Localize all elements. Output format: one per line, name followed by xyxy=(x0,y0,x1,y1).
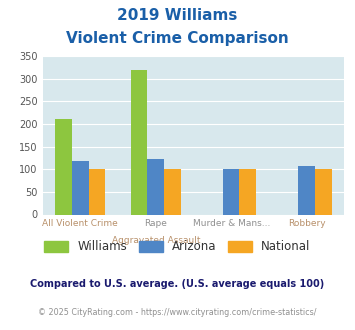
Text: Robbery: Robbery xyxy=(288,219,326,228)
Bar xyxy=(298,166,315,214)
Bar xyxy=(55,119,72,214)
Bar xyxy=(147,159,164,214)
Bar xyxy=(89,169,105,214)
Bar xyxy=(164,169,181,214)
Text: All Violent Crime: All Violent Crime xyxy=(43,219,118,228)
Text: Compared to U.S. average. (U.S. average equals 100): Compared to U.S. average. (U.S. average … xyxy=(31,279,324,289)
Text: Aggravated Assault: Aggravated Assault xyxy=(111,236,200,245)
Text: Rape: Rape xyxy=(144,219,167,228)
Legend: Williams, Arizona, National: Williams, Arizona, National xyxy=(39,236,316,258)
Bar xyxy=(72,161,89,214)
Bar xyxy=(131,70,147,214)
Bar xyxy=(315,169,332,214)
Text: Murder & Mans...: Murder & Mans... xyxy=(192,219,270,228)
Text: Violent Crime Comparison: Violent Crime Comparison xyxy=(66,31,289,46)
Text: © 2025 CityRating.com - https://www.cityrating.com/crime-statistics/: © 2025 CityRating.com - https://www.city… xyxy=(38,308,317,316)
Bar xyxy=(240,169,256,214)
Bar xyxy=(223,169,240,214)
Text: 2019 Williams: 2019 Williams xyxy=(117,8,238,23)
